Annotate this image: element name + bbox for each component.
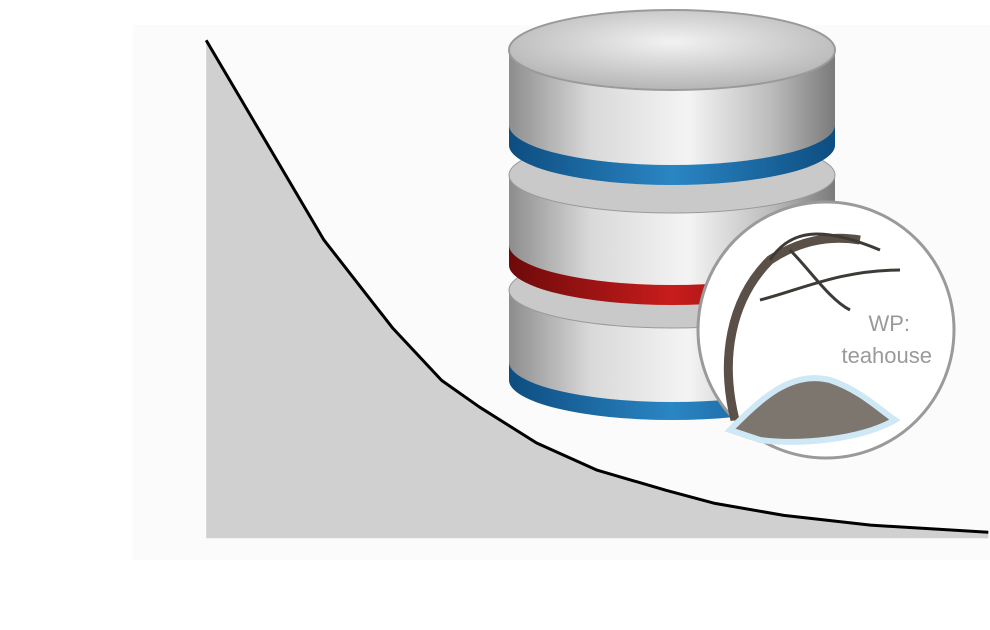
- marks: [204, 39, 989, 539]
- logo-text: WP:: [868, 311, 910, 336]
- line: [204, 39, 989, 534]
- area: [206, 40, 989, 539]
- teahouse-logo: WP: teahouse: [696, 200, 956, 460]
- logo-text: teahouse: [841, 343, 932, 368]
